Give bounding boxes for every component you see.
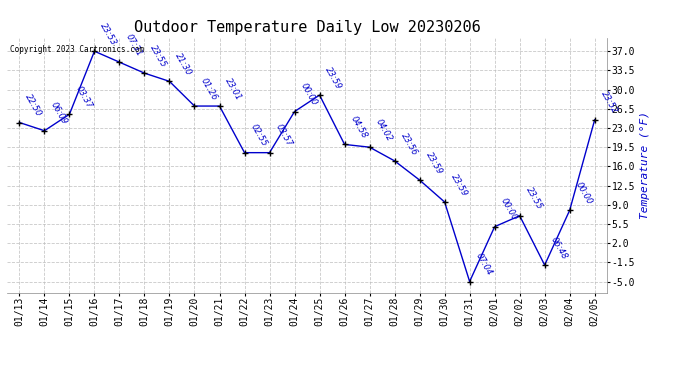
Text: 23:59: 23:59 — [448, 172, 469, 198]
Text: 07:04: 07:04 — [474, 252, 494, 278]
Text: 04:02: 04:02 — [374, 117, 394, 143]
Text: Copyright 2023 Cartronics.com: Copyright 2023 Cartronics.com — [10, 45, 144, 54]
Text: 23:59: 23:59 — [424, 150, 444, 176]
Text: 23:55: 23:55 — [524, 186, 544, 211]
Text: 02:55: 02:55 — [248, 123, 268, 148]
Title: Outdoor Temperature Daily Low 20230206: Outdoor Temperature Daily Low 20230206 — [134, 20, 480, 35]
Text: 06:09: 06:09 — [48, 101, 68, 126]
Y-axis label: Temperature (°F): Temperature (°F) — [640, 111, 651, 219]
Text: 00:00: 00:00 — [574, 180, 594, 206]
Text: 07:31: 07:31 — [124, 32, 144, 58]
Text: 23:55: 23:55 — [148, 44, 168, 69]
Text: 00:00: 00:00 — [299, 82, 319, 107]
Text: 21:30: 21:30 — [174, 52, 194, 77]
Text: 00:00: 00:00 — [499, 197, 519, 222]
Text: 23:52: 23:52 — [599, 90, 619, 116]
Text: 23:59: 23:59 — [324, 65, 344, 91]
Text: 03:37: 03:37 — [74, 84, 94, 110]
Text: 03:57: 03:57 — [274, 123, 294, 148]
Text: 22:50: 22:50 — [23, 93, 43, 118]
Text: 01:26: 01:26 — [199, 76, 219, 102]
Text: 04:58: 04:58 — [348, 115, 368, 140]
Text: 23:53: 23:53 — [99, 21, 119, 47]
Text: 23:56: 23:56 — [399, 131, 419, 157]
Text: 23:01: 23:01 — [224, 76, 244, 102]
Text: 06:48: 06:48 — [549, 235, 569, 261]
